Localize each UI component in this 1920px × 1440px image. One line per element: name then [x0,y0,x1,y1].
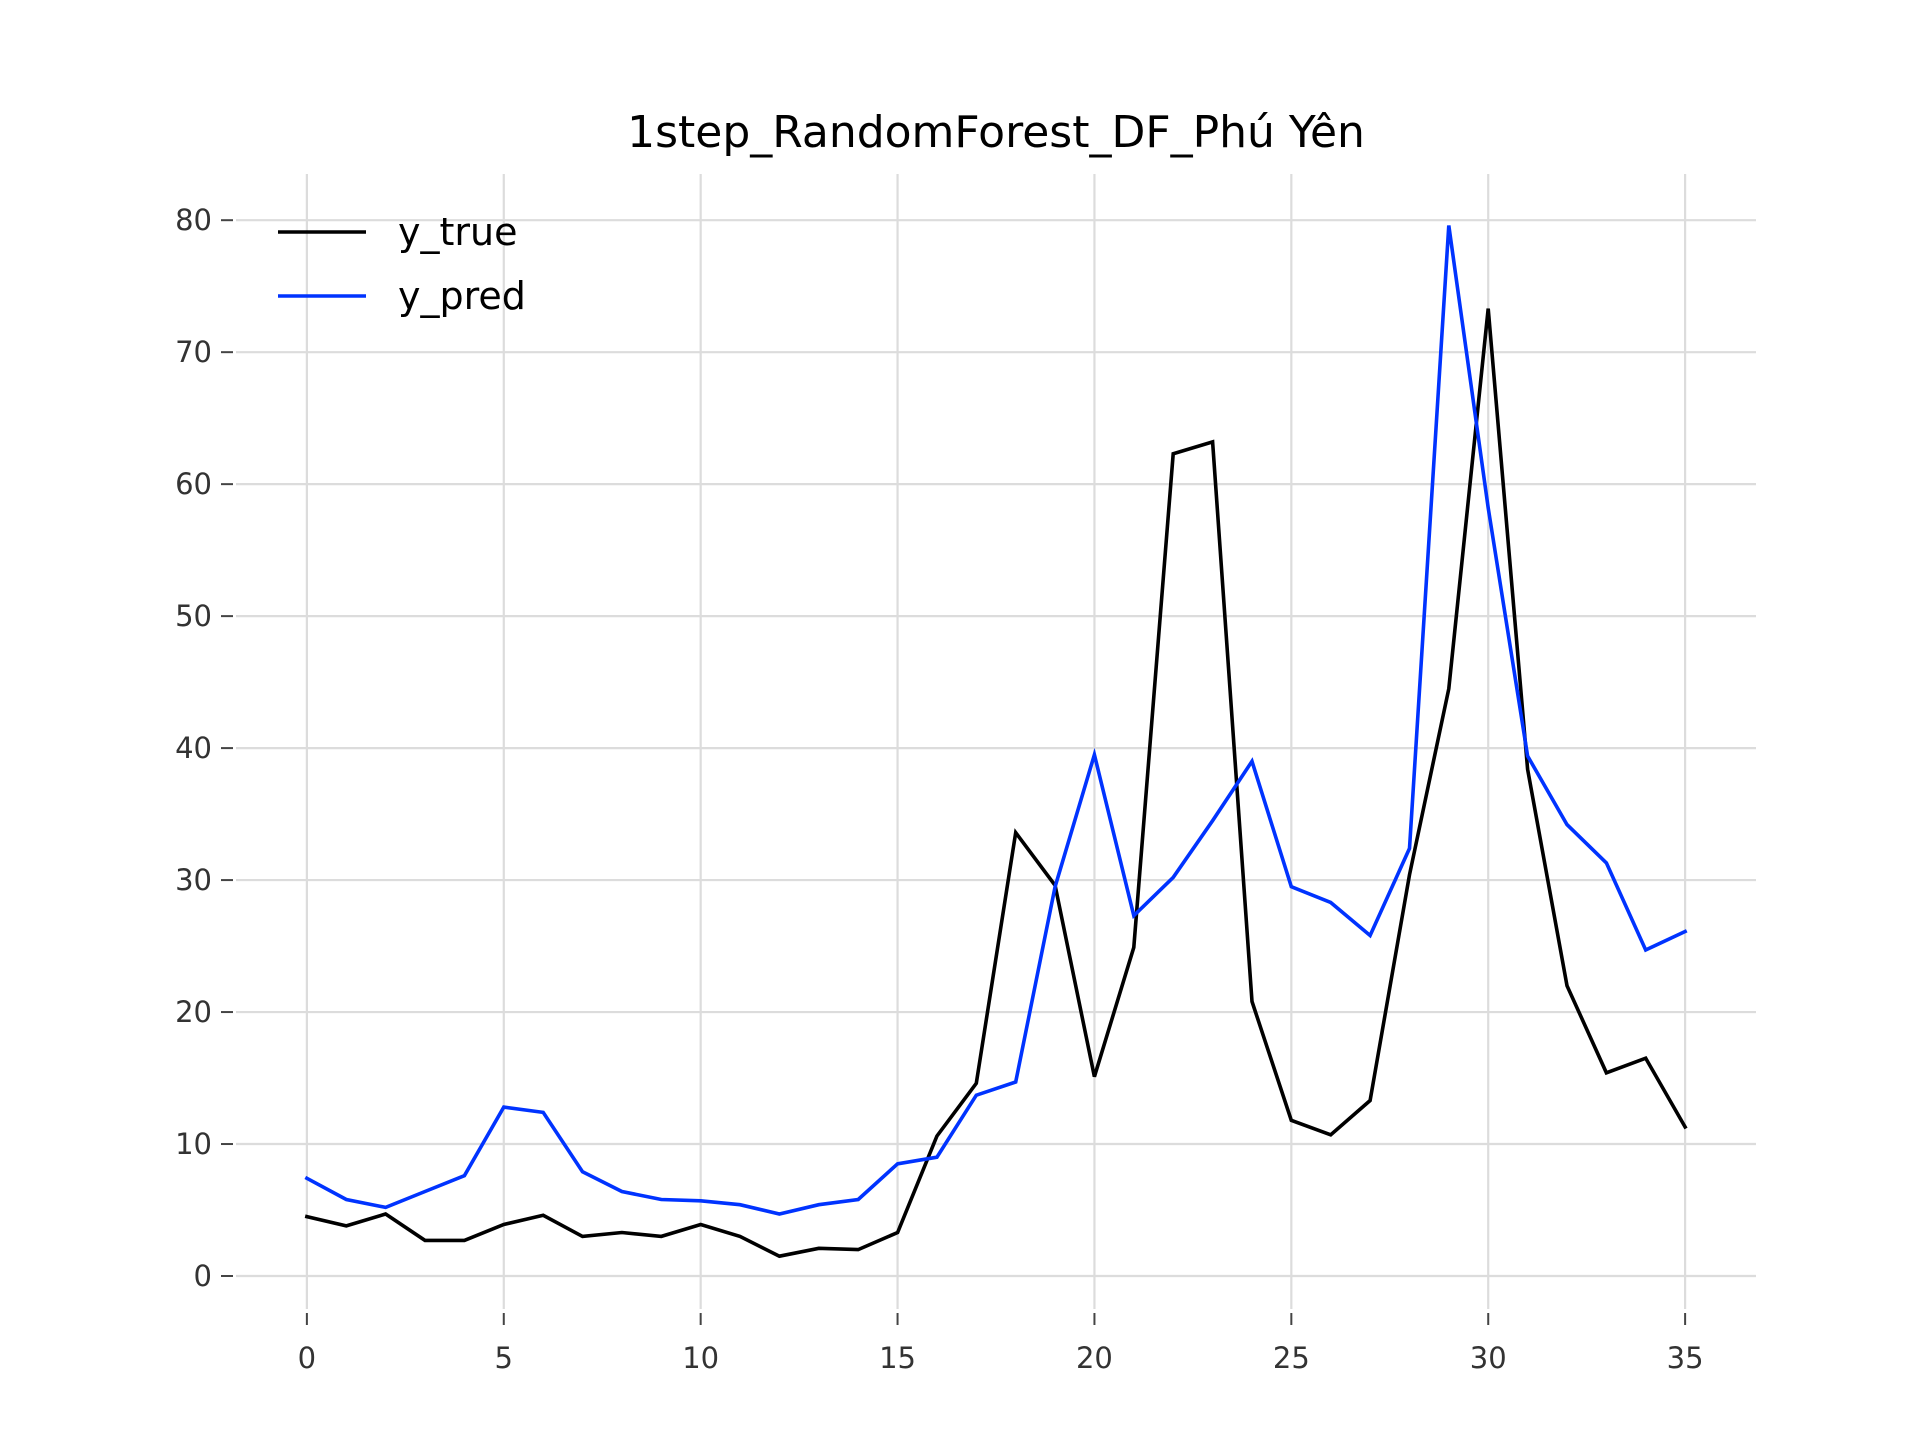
legend: y_true y_pred [278,210,526,318]
data-point-y-true [1329,1133,1333,1137]
data-point-y-pred [1408,846,1412,850]
data-point-y-true [305,1215,309,1219]
data-point-y-true [344,1224,348,1228]
data-point-y-pred [935,1155,939,1159]
data-point-y-true [1683,1125,1687,1129]
y-tick-label: 40 [175,731,212,765]
data-point-y-pred [1171,875,1175,879]
x-tick-label: 20 [1076,1341,1113,1375]
data-point-y-true [1408,873,1412,877]
data-point-y-true [502,1223,506,1227]
data-point-y-pred [777,1212,781,1216]
legend-label: y_true [398,210,517,254]
data-point-y-true [659,1234,663,1238]
y-tick-label: 10 [175,1127,212,1161]
data-point-y-pred [541,1110,545,1114]
data-point-y-true [1092,1075,1096,1079]
data-point-y-true [1526,767,1530,771]
data-point-y-true [738,1234,742,1238]
data-point-y-pred [1683,930,1687,934]
data-point-y-true [1171,452,1175,456]
data-point-y-pred [817,1203,821,1207]
x-tick-label: 30 [1470,1341,1507,1375]
chart-title: 1step_RandomForest_DF_Phú Yên [627,107,1365,158]
data-point-y-true [384,1212,388,1216]
y-tick-label: 50 [175,599,212,633]
y-tick-label: 20 [175,995,212,1029]
data-point-y-pred [1644,948,1648,952]
data-point-y-true [1250,1000,1254,1004]
data-point-y-true [817,1246,821,1250]
data-point-y-pred [1132,914,1136,918]
data-point-y-true [423,1238,427,1242]
data-point-y-pred [581,1170,585,1174]
data-point-y-pred [384,1205,388,1209]
data-point-y-pred [1604,861,1608,865]
data-point-y-pred [305,1176,309,1180]
data-point-y-pred [1329,901,1333,905]
data-point-y-pred [502,1105,506,1109]
x-tick-label: 25 [1273,1341,1310,1375]
data-point-y-true [1289,1118,1293,1122]
x-tick-label: 10 [682,1341,719,1375]
data-point-y-pred [699,1199,703,1203]
data-point-y-pred [1486,506,1490,510]
data-point-y-true [1604,1071,1608,1075]
data-point-y-true [699,1223,703,1227]
data-point-y-pred [1092,753,1096,757]
legend-label: y_pred [398,274,526,318]
grid [236,174,1756,1309]
data-point-y-pred [1565,823,1569,827]
y-tick-label: 70 [175,335,212,369]
data-point-y-pred [1053,885,1057,889]
data-point-y-true [1565,984,1569,988]
x-tick-label: 35 [1667,1341,1704,1375]
data-point-y-true [974,1081,978,1085]
data-point-y-pred [1250,759,1254,763]
data-point-y-true [896,1231,900,1235]
data-point-y-true [1486,307,1490,311]
data-point-y-true [541,1213,545,1217]
data-point-y-pred [620,1190,624,1194]
data-point-y-true [581,1234,585,1238]
data-point-y-pred [659,1198,663,1202]
data-point-y-pred [1526,754,1530,758]
y-tick-label: 80 [175,203,212,237]
data-point-y-true [1014,831,1018,835]
data-point-y-pred [896,1162,900,1166]
y-tick-label: 30 [175,863,212,897]
data-point-y-true [1368,1099,1372,1103]
data-point-y-pred [1211,819,1215,823]
data-point-y-pred [1289,885,1293,889]
series-lines [304,224,1688,1259]
data-point-y-pred [423,1190,427,1194]
data-point-y-true [462,1238,466,1242]
data-point-y-true [856,1248,860,1252]
data-point-y-true [620,1231,624,1235]
x-tick-label: 15 [879,1341,916,1375]
data-point-y-pred [856,1198,860,1202]
x-tick-label: 5 [495,1341,513,1375]
data-point-y-pred [1368,934,1372,938]
data-point-y-true [777,1254,781,1258]
data-point-y-true [1644,1056,1648,1060]
series-line-y-pred [304,225,1688,1216]
data-point-y-true [1447,687,1451,691]
y-tick-label: 0 [194,1259,212,1293]
axis-ticks: 0 5 10 15 20 25 30 35 0 10 20 30 40 50 60 70 80 [175,203,1703,1375]
data-point-y-pred [738,1203,742,1207]
data-point-y-true [1211,440,1215,444]
data-point-y-pred [462,1174,466,1178]
x-tick-label: 0 [298,1341,316,1375]
data-point-y-pred [974,1093,978,1097]
y-tick-label: 60 [175,467,212,501]
series-line-y-true [304,308,1688,1259]
data-point-y-pred [1014,1080,1018,1084]
data-point-y-pred [344,1198,348,1202]
data-point-y-pred [1447,224,1451,228]
data-point-y-true [935,1134,939,1138]
data-point-y-true [1132,945,1136,949]
